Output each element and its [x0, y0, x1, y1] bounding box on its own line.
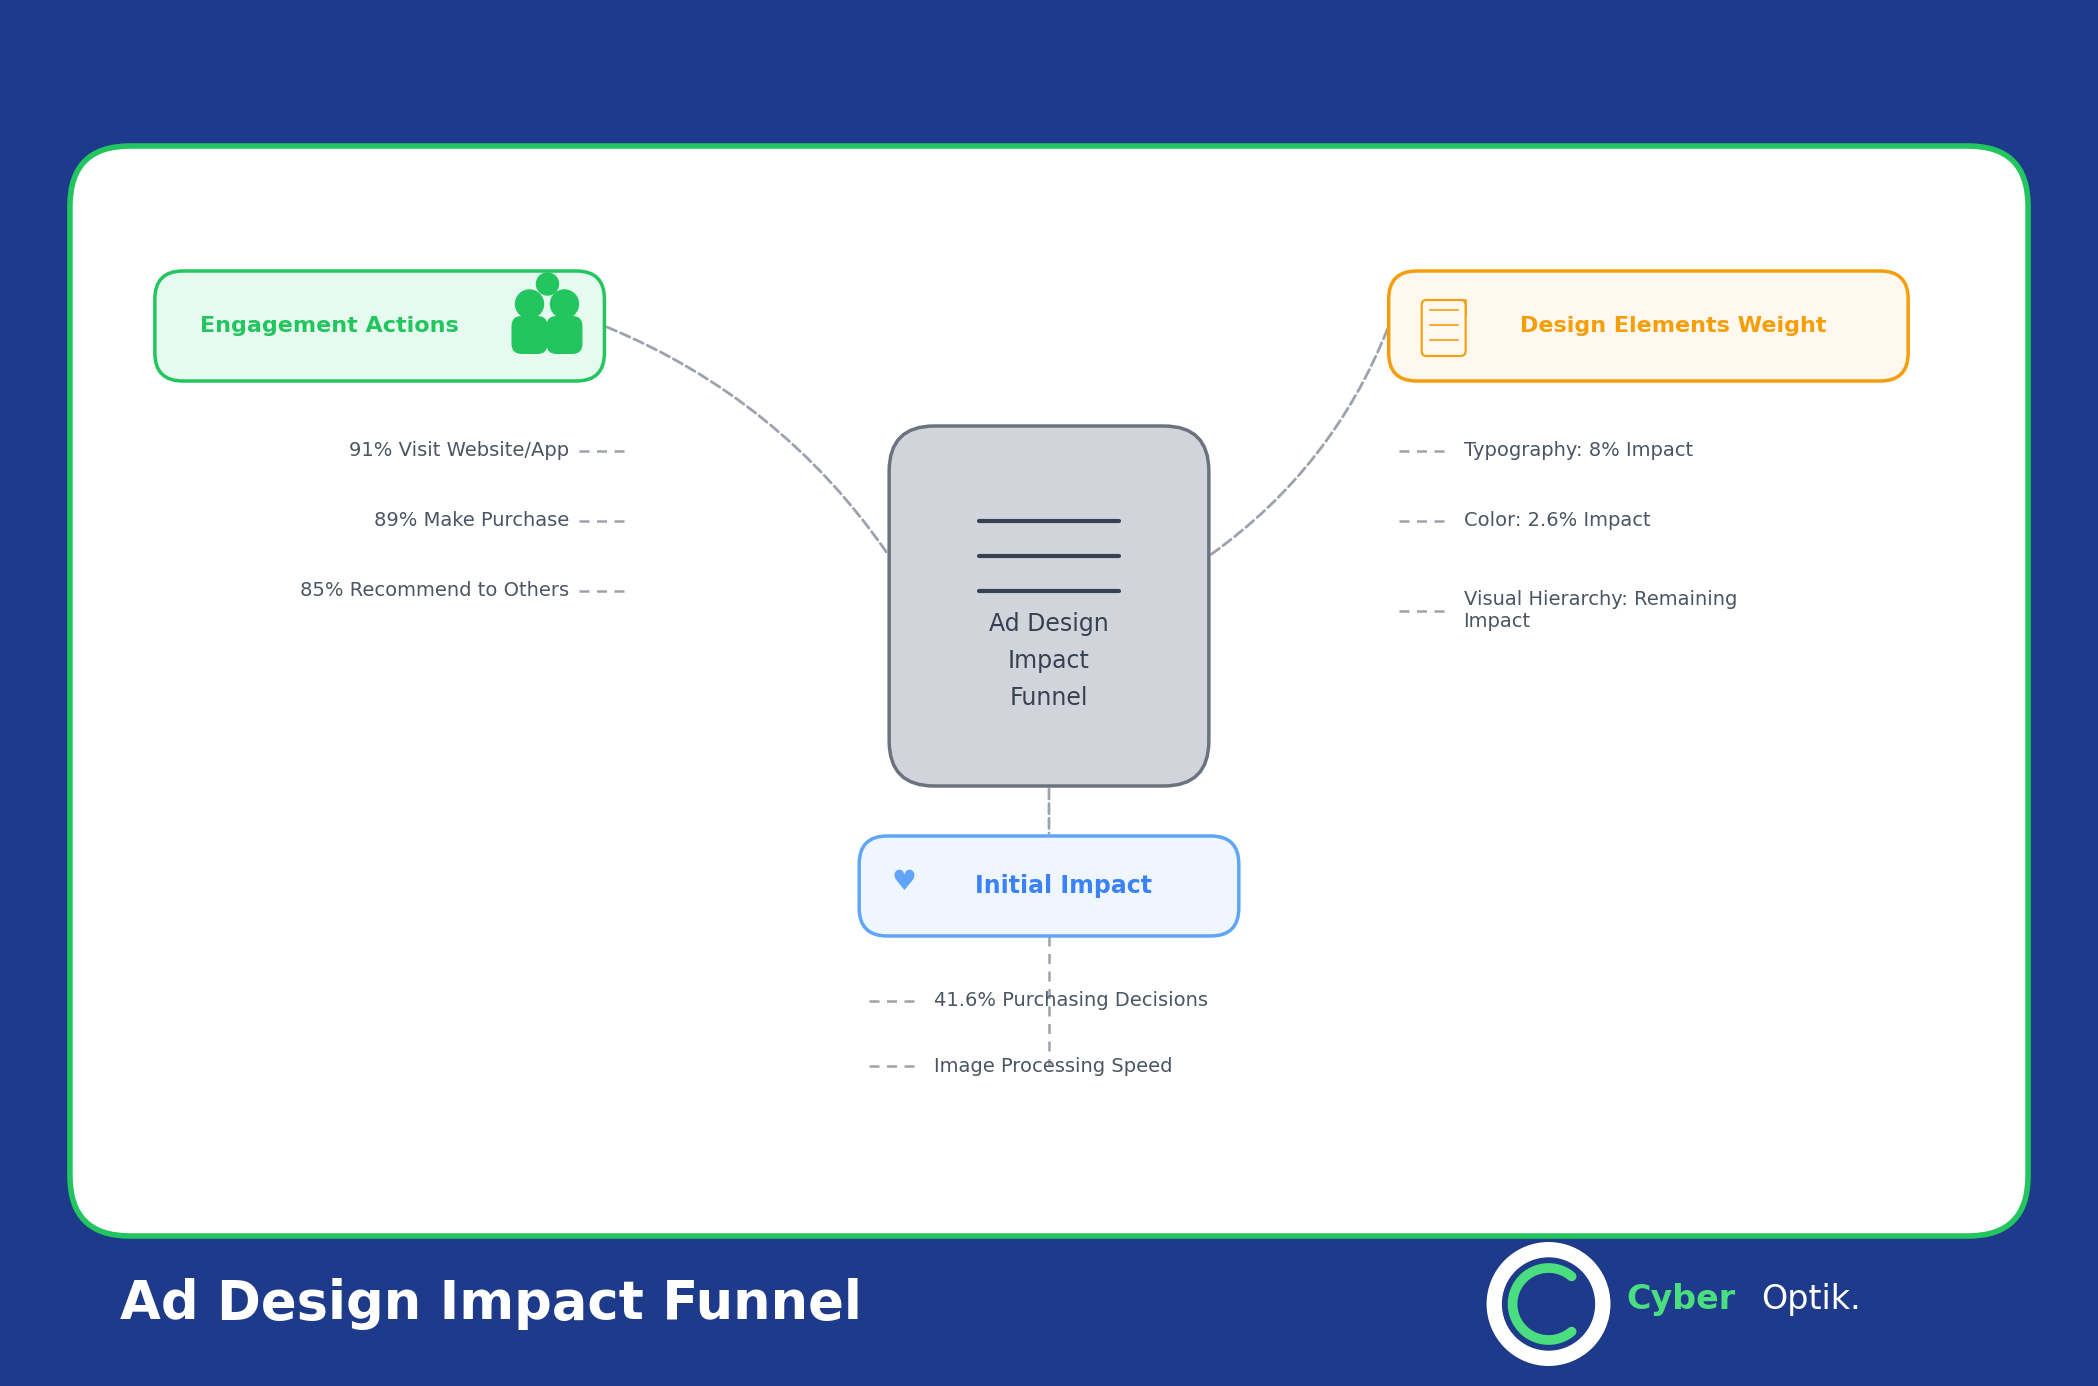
Text: ♥: ♥ [892, 868, 917, 895]
Circle shape [550, 290, 579, 317]
Circle shape [537, 273, 558, 295]
FancyBboxPatch shape [1389, 272, 1909, 381]
Text: 91% Visit Website/App: 91% Visit Website/App [350, 442, 569, 460]
Text: Visual Hierarchy: Remaining
Impact: Visual Hierarchy: Remaining Impact [1464, 590, 1737, 632]
FancyBboxPatch shape [890, 426, 1208, 786]
Text: Ad Design
Impact
Funnel: Ad Design Impact Funnel [988, 611, 1110, 710]
Text: Ad Design Impact Funnel: Ad Design Impact Funnel [120, 1278, 862, 1331]
Text: Color: 2.6% Impact: Color: 2.6% Impact [1464, 511, 1651, 531]
Text: Design Elements Weight: Design Elements Weight [1521, 316, 1827, 335]
Text: Engagement Actions: Engagement Actions [199, 316, 459, 335]
Text: Cyber: Cyber [1626, 1282, 1735, 1315]
FancyBboxPatch shape [155, 272, 604, 381]
Text: 85% Recommend to Others: 85% Recommend to Others [300, 582, 569, 600]
Text: Typography: 8% Impact: Typography: 8% Impact [1464, 442, 1693, 460]
Circle shape [1502, 1258, 1594, 1350]
Circle shape [1487, 1242, 1611, 1367]
Text: 89% Make Purchase: 89% Make Purchase [373, 511, 569, 531]
Text: Optik.: Optik. [1762, 1282, 1861, 1315]
FancyBboxPatch shape [69, 146, 2029, 1236]
FancyBboxPatch shape [860, 836, 1238, 936]
Text: Image Processing Speed: Image Processing Speed [934, 1056, 1173, 1076]
Circle shape [516, 290, 543, 317]
Text: Initial Impact: Initial Impact [976, 875, 1152, 898]
FancyBboxPatch shape [545, 316, 583, 353]
Text: 41.6% Purchasing Decisions: 41.6% Purchasing Decisions [934, 991, 1208, 1010]
FancyBboxPatch shape [512, 316, 548, 353]
